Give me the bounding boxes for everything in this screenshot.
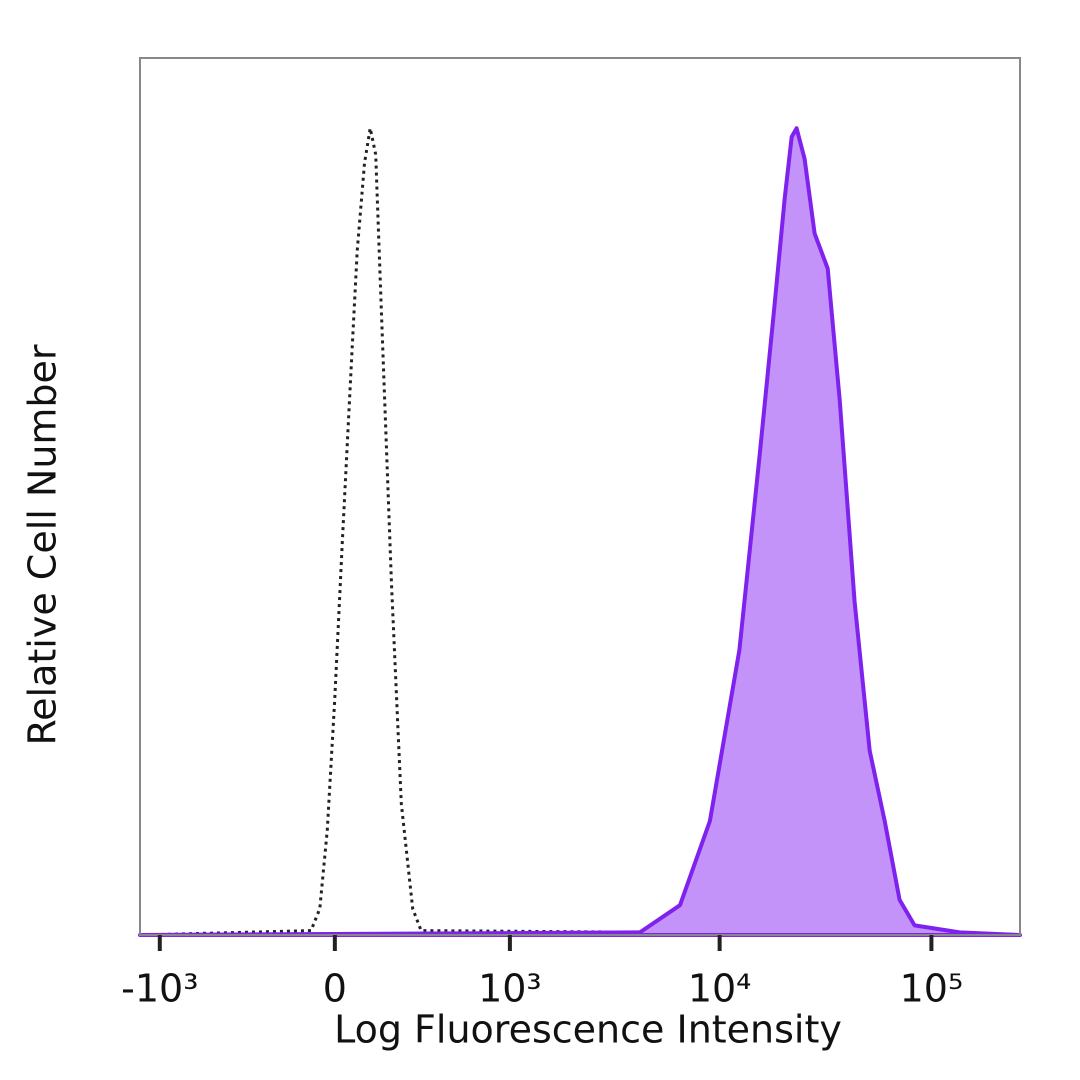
x-tick-label: 10³ bbox=[478, 967, 542, 1011]
y-axis-title: Relative Cell Number bbox=[21, 344, 65, 745]
x-tick-label: 10⁵ bbox=[900, 967, 964, 1011]
histogram-curve bbox=[138, 126, 1022, 937]
x-tick-label: 10⁴ bbox=[688, 967, 752, 1011]
histogram-curve bbox=[139, 126, 1021, 937]
plot-frame bbox=[139, 57, 1021, 936]
x-axis-title: Log Fluorescence Intensity bbox=[334, 1008, 842, 1052]
x-tick-label: -10³ bbox=[121, 967, 198, 1011]
x-tick-label: 0 bbox=[323, 967, 347, 1011]
